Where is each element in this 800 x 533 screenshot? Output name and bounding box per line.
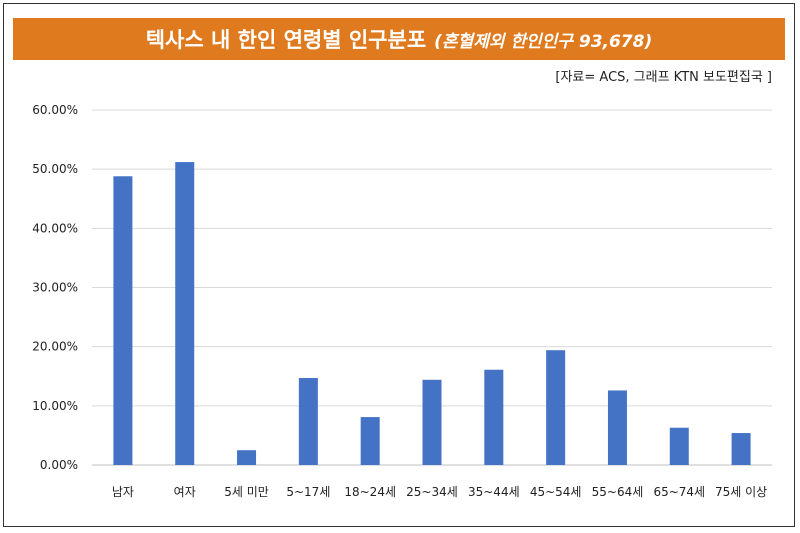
source-note: [자료= ACS, 그래프 KTN 보도편집국 ] [555, 70, 772, 85]
x-tick-label: 5~17세 [286, 485, 330, 499]
bar [113, 176, 133, 465]
bar [422, 379, 442, 465]
x-tick-label: 여자 [174, 485, 196, 499]
y-tick-label: 20.00% [32, 340, 78, 354]
chart-title: 텍사스 내 한인 연령별 인구분포 [145, 28, 427, 52]
bar [175, 162, 195, 466]
x-tick-label: 55~64세 [592, 485, 644, 499]
x-tick-label: 45~54세 [530, 485, 582, 499]
y-tick-label: 60.00% [32, 103, 78, 117]
bar [731, 433, 751, 465]
bar [360, 417, 380, 465]
bar [546, 350, 566, 465]
y-tick-label: 0.00% [40, 458, 78, 472]
y-tick-label: 40.00% [32, 221, 78, 235]
x-tick-label: 25~34세 [406, 485, 458, 499]
x-tick-label: 65~74세 [653, 485, 705, 499]
bar [484, 369, 504, 465]
chart-frame [3, 3, 795, 527]
y-tick-label: 50.00% [32, 162, 78, 176]
bar [607, 390, 627, 465]
chart-subtitle: (혼혈제외 한인인구 93,678) [434, 31, 653, 52]
x-tick-label: 75세 이상 [715, 485, 767, 499]
bar [669, 427, 689, 465]
title-banner: 텍사스 내 한인 연령별 인구분포 (혼혈제외 한인인구 93,678) [13, 18, 785, 60]
bar [298, 378, 318, 465]
x-tick-label: 35~44세 [468, 485, 520, 499]
x-tick-label: 18~24세 [344, 485, 396, 499]
x-tick-label: 남자 [112, 485, 134, 499]
bar [237, 450, 257, 465]
y-tick-label: 10.00% [32, 399, 78, 413]
y-tick-label: 30.00% [32, 281, 78, 295]
x-tick-label: 5세 미만 [224, 485, 269, 499]
